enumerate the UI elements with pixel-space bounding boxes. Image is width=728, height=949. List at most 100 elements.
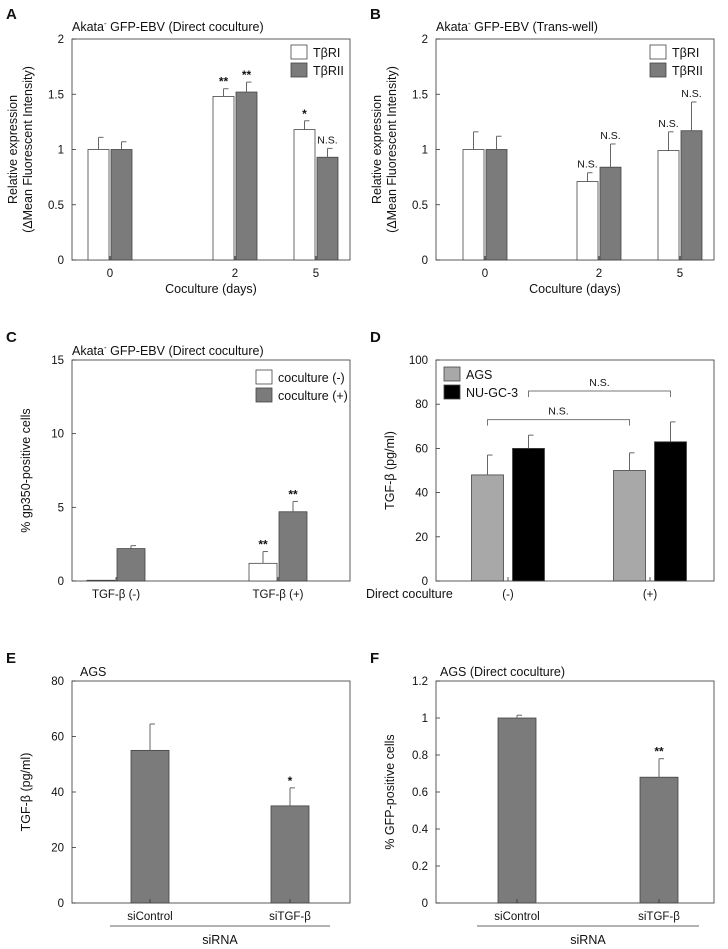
panel-c-plot-frame bbox=[71, 359, 351, 582]
chart-panel-c: Akata- GFP-EBV (Direct coculture) 0 5 10 15%… bbox=[19, 343, 351, 601]
panel-a-bar bbox=[87, 149, 110, 261]
panel-c-bar bbox=[248, 562, 278, 582]
panel-letter-a: A bbox=[6, 6, 17, 23]
panel-a-bar bbox=[293, 129, 316, 261]
panel-c-bar bbox=[116, 548, 146, 582]
panel-d-bracket-label: N.S. bbox=[548, 406, 568, 418]
panel-a-x-axis-label: Coculture (days) bbox=[165, 282, 257, 296]
panel-f-bar bbox=[639, 776, 679, 904]
panel-a-x-tick-label: 5 bbox=[313, 268, 319, 280]
panel-b-bar bbox=[485, 149, 508, 261]
panel-b-bar bbox=[599, 166, 622, 261]
panel-e-y-tick-label: 0 bbox=[58, 898, 64, 910]
panel-f-bar bbox=[497, 717, 537, 904]
panel-d-y-tick-label: 60 bbox=[415, 443, 428, 455]
panel-b-x-tick-label: 5 bbox=[677, 268, 683, 280]
panel-b-y-tick-label: 2 bbox=[422, 34, 428, 46]
panel-b-significance-label: N.S. bbox=[600, 130, 620, 142]
panel-c-y-tick-label: 15 bbox=[51, 355, 64, 367]
panel-d-bracket-label: N.S. bbox=[589, 377, 609, 389]
panel-d-category-prefix: Direct coculture bbox=[366, 587, 453, 601]
panel-d-bracket bbox=[528, 390, 671, 397]
panel-d-y-tick-label: 80 bbox=[415, 399, 428, 411]
panel-d-x-tick-label: (+) bbox=[643, 589, 658, 601]
panel-f-x-tick-label: siTGF-β bbox=[638, 911, 680, 923]
panel-b-y-tick-label: 0.5 bbox=[412, 200, 428, 212]
panel-d-y-axis-label: TGF-β (pg/ml) bbox=[383, 431, 397, 510]
panel-f-y-tick-label: 0 bbox=[422, 898, 428, 910]
panel-e-bar bbox=[270, 805, 310, 904]
panel-a-bar bbox=[235, 91, 258, 261]
panel-e-x-tick-label: siControl bbox=[127, 911, 172, 923]
panel-f-y-axis-label: % GFP-positive cells bbox=[383, 734, 397, 849]
panel-a-x-tick-label: 2 bbox=[232, 268, 238, 280]
panel-e-y-tick-label: 40 bbox=[51, 787, 64, 799]
panel-a-y-axis-label-line1: Relative expression bbox=[6, 95, 20, 204]
panel-c-bar bbox=[278, 511, 308, 582]
panel-d-bar bbox=[654, 441, 687, 582]
panel-d-bar bbox=[471, 474, 504, 582]
panel-letter-c: C bbox=[6, 329, 17, 346]
panel-e-y-tick-label: 20 bbox=[51, 843, 64, 855]
panel-c-bar bbox=[86, 579, 116, 582]
panel-f-y-tick-label: 1.2 bbox=[412, 676, 428, 688]
panel-b-significance-label: N.S. bbox=[658, 118, 678, 130]
panel-c-chart-title: Akata- GFP-EBV (Direct coculture) bbox=[72, 343, 264, 358]
panel-a-legend-swatch bbox=[290, 44, 308, 60]
panel-a-y-tick-label: 1.5 bbox=[48, 89, 64, 101]
panel-c-y-tick-label: 0 bbox=[58, 576, 64, 588]
panel-a-bar bbox=[110, 149, 133, 261]
panel-a-significance-label: * bbox=[302, 107, 307, 121]
panel-b-bar bbox=[657, 150, 680, 261]
panel-f-y-tick-label: 0.8 bbox=[412, 750, 428, 762]
panel-a-y-tick-label: 0.5 bbox=[48, 200, 64, 212]
panel-b-x-tick-label: 0 bbox=[482, 268, 488, 280]
panel-a-legend-label: TβRII bbox=[313, 64, 344, 78]
panel-c-x-tick-label: TGF-β (-) bbox=[92, 589, 140, 601]
panel-e-bar bbox=[130, 749, 170, 904]
chart-panel-b: Akata- GFP-EBV (Trans-well) 0 0.5 1 1.5 2 Rela… bbox=[370, 19, 715, 296]
panel-letter-b: B bbox=[370, 6, 381, 23]
panel-f-y-tick-label: 1 bbox=[422, 713, 428, 725]
panel-b-legend-label: TβRII bbox=[672, 64, 703, 78]
panel-c-y-tick-label: 10 bbox=[51, 429, 64, 441]
panel-a-y-tick-label: 2 bbox=[58, 34, 64, 46]
panel-b-significance-label: N.S. bbox=[577, 159, 597, 171]
panel-e-y-tick-label: 60 bbox=[51, 732, 64, 744]
panel-a-bar bbox=[316, 156, 339, 261]
panel-b-y-axis-label-line2: (ΔMean Fluorescent Intensity) bbox=[385, 66, 399, 233]
panel-d-bar bbox=[613, 470, 646, 582]
chart-panel-e: AGS 0 20 40 60 80 TGF-β (pg/ml) siControl * siTGF… bbox=[19, 665, 351, 947]
panel-a-legend-label: TβRI bbox=[313, 46, 340, 60]
panel-c-legend-swatch bbox=[255, 387, 273, 403]
panel-e-chart-title: AGS bbox=[80, 665, 106, 679]
panel-c-legend-swatch bbox=[255, 369, 273, 385]
panel-a-significance-label: N.S. bbox=[317, 134, 337, 146]
panel-b-y-tick-label: 1 bbox=[422, 145, 428, 157]
panel-f-significance-label: ** bbox=[654, 745, 664, 759]
panel-b-chart-title: Akata- GFP-EBV (Trans-well) bbox=[436, 19, 598, 34]
panel-a-x-tick-label: 0 bbox=[107, 268, 113, 280]
panel-b-significance-label: N.S. bbox=[681, 88, 701, 100]
panel-b-legend-swatch bbox=[649, 62, 667, 78]
panel-d-legend-label: AGS bbox=[466, 368, 492, 382]
panel-f-chart-title: AGS (Direct coculture) bbox=[440, 665, 565, 679]
panel-a-y-axis-label-line2: (ΔMean Fluorescent Intensity) bbox=[21, 66, 35, 233]
panel-d-y-tick-label: 40 bbox=[415, 488, 428, 500]
panel-b-y-tick-label: 0 bbox=[422, 255, 428, 267]
panel-f-y-tick-label: 0.4 bbox=[412, 824, 429, 836]
panel-e-y-tick-label: 80 bbox=[51, 676, 64, 688]
panel-d-x-tick-label: (-) bbox=[502, 589, 514, 601]
panel-c-y-axis-label: % gp350-positive cells bbox=[19, 408, 33, 532]
panel-e-significance-label: * bbox=[288, 774, 293, 788]
panel-b-bar bbox=[680, 130, 703, 261]
panel-letter-f: F bbox=[370, 650, 379, 667]
panel-d-bracket bbox=[487, 419, 630, 426]
panel-d-y-tick-label: 20 bbox=[415, 532, 428, 544]
panel-b-y-tick-label: 1.5 bbox=[412, 89, 428, 101]
panel-b-legend-label: TβRI bbox=[672, 46, 699, 60]
panel-d-y-tick-label: 100 bbox=[409, 355, 428, 367]
panel-f-y-tick-label: 0.6 bbox=[412, 787, 428, 799]
panel-d-legend-swatch bbox=[443, 366, 461, 382]
